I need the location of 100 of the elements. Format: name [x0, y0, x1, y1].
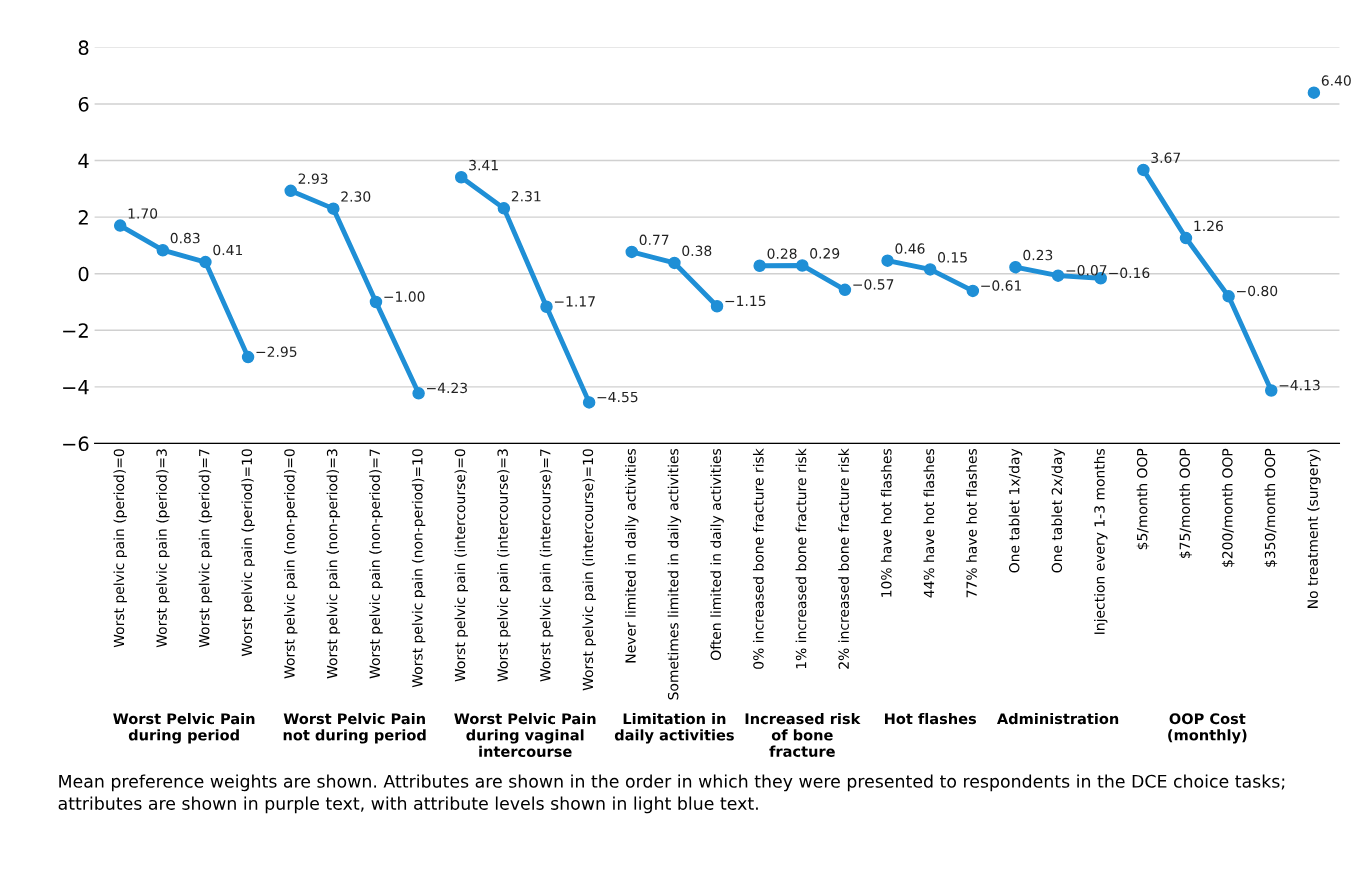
x-tick-label: Often limited in daily activities [710, 448, 724, 660]
x-tick-label: Sometimes limited in daily activities [667, 448, 682, 700]
x-tick-label: $5/month OOP [1136, 448, 1150, 550]
point [923, 263, 937, 276]
point [497, 202, 511, 215]
data-label: 3.41 [469, 159, 498, 171]
point [1009, 260, 1022, 274]
y-tick-label: 2 [78, 210, 88, 225]
data-label: −0.57 [853, 279, 894, 290]
data-label: 0.83 [170, 232, 200, 244]
data-label: −4.55 [597, 391, 638, 403]
x-tick-label: 0% increased bone fracture risk [752, 448, 764, 669]
point [966, 284, 980, 298]
text: Increased risk of bone fracture [745, 712, 861, 757]
data-label: 0.28 [767, 248, 797, 259]
point [881, 254, 894, 267]
point [454, 170, 468, 184]
data-label: −1.15 [725, 295, 766, 307]
point [753, 259, 766, 273]
x-tick-label: Worst pelvic pain (period)=3 [156, 449, 170, 648]
x-tick-label: 44% have hot flashes [923, 448, 935, 598]
data-label: 0.29 [810, 248, 840, 259]
x-tick-label: 1% increased bone fracture risk [795, 448, 807, 669]
y-tick-label: 8 [78, 40, 89, 56]
point [412, 387, 425, 400]
data-label: −0.61 [981, 280, 1022, 291]
data-label: 3.67 [1151, 152, 1181, 164]
x-tick-label: 2% increased bone fracture risk [838, 448, 849, 669]
text: OOP Cost (monthly) [1168, 713, 1247, 744]
data-label: −0.16 [1109, 267, 1150, 279]
x-tick-label: Worst pelvic pain (intercourse)=7 [539, 449, 554, 682]
data-label: 0.77 [639, 234, 669, 246]
point [540, 300, 553, 314]
point [284, 184, 297, 198]
point [113, 219, 127, 232]
x-tick-label: Worst pelvic pain (period)=7 [198, 449, 213, 648]
point [241, 350, 255, 364]
x-tick-label: Worst pelvic pain (non-period)=0 [283, 449, 298, 679]
text: Administration [996, 712, 1119, 725]
data-label: 0.41 [213, 244, 243, 256]
x-tick-label: Worst pelvic pain (period)=0 [113, 449, 127, 648]
text: Worst Pelvic Pain during vaginal intercourse [454, 712, 596, 757]
y-tick-label: 4 [78, 153, 89, 168]
x-tick-label: Worst pelvic pain (non-period)=7 [369, 449, 383, 679]
data-label: −4.23 [427, 382, 467, 394]
data-label: −0.07 [1066, 265, 1107, 276]
point [1222, 290, 1235, 303]
x-tick-label: Worst pelvic pain (intercourse)=10 [582, 449, 596, 691]
text: Mean preference weights are shown. Attributes are shown in the order in which they were presented to respondents in the DCE choice tasks; attributes are shown in purple text, with attribute levels shown in light blue text. [58, 774, 1285, 814]
data-label: 6.40 [1321, 75, 1351, 86]
data-label: 1.26 [1194, 220, 1223, 232]
data-label: 0.23 [1023, 249, 1053, 261]
text: Worst Pelvic Pain not during period [283, 712, 426, 744]
y-tick-label: −2 [63, 323, 88, 338]
x-tick-label: Worst pelvic pain (non-period)=10 [411, 449, 426, 688]
x-tick-label: One tablet 1x/day [1008, 448, 1023, 573]
y-tick-label: 0 [78, 266, 89, 282]
point [710, 299, 724, 313]
x-tick-label: 10% have hot flashes [880, 448, 892, 597]
data-label: 0.15 [938, 252, 967, 263]
x-tick-label: Injection every 1-3 months [1094, 448, 1108, 634]
point [668, 256, 681, 270]
data-label: −1.00 [384, 291, 425, 302]
x-tick-label: One tablet 2x/day [1051, 448, 1065, 573]
point [199, 255, 212, 269]
y-tick-label: −6 [63, 436, 89, 452]
point [1179, 231, 1193, 245]
data-label: 1.70 [128, 208, 158, 219]
x-tick-label: Worst pelvic pain (intercourse)=3 [497, 449, 511, 682]
point [582, 396, 596, 409]
point [625, 245, 639, 259]
text: Worst Pelvic Pain during period [113, 712, 255, 744]
point [1137, 163, 1150, 177]
point [1307, 86, 1321, 99]
x-tick-label: $350/month OOP [1264, 448, 1278, 567]
data-label: 2.30 [341, 191, 371, 202]
x-tick-label: 77% have hot flashes [966, 448, 977, 598]
x-tick-label: Worst pelvic pain (non-period)=3 [326, 449, 341, 679]
x-tick-label: Never limited in daily activities [625, 448, 639, 663]
y-tick-label: 6 [78, 96, 89, 112]
x-tick-label: No treatment (surgery) [1307, 449, 1321, 608]
x-tick-label: Worst pelvic pain (intercourse)=0 [454, 449, 468, 682]
point [1265, 384, 1278, 397]
text: Hot flashes [884, 712, 977, 725]
point [1051, 269, 1065, 282]
point [327, 202, 340, 215]
x-tick-label: $75/month OOP [1179, 448, 1192, 559]
data-label: −4.13 [1279, 379, 1320, 391]
data-label: 0.38 [682, 245, 712, 257]
data-label: −2.95 [256, 346, 297, 357]
data-label: −0.80 [1237, 285, 1278, 297]
x-tick-label: Worst pelvic pain (period)=10 [241, 449, 255, 657]
y-tick-label: −4 [63, 380, 89, 395]
text: Limitation in daily activities [614, 712, 734, 744]
point [369, 295, 383, 309]
data-label: 2.31 [511, 190, 541, 202]
x-tick-label: $200/month OOP [1221, 448, 1235, 567]
data-label: 0.46 [895, 243, 925, 254]
point [838, 283, 852, 297]
data-label: −1.17 [554, 296, 595, 307]
